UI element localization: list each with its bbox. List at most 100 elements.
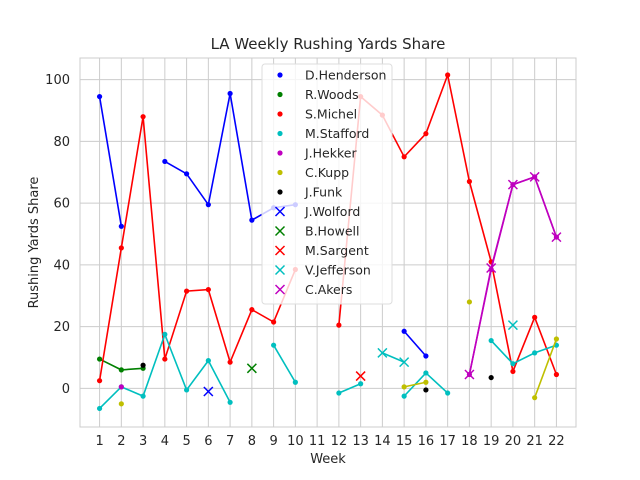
data-point-s-michel bbox=[140, 114, 146, 120]
data-point-m-stafford bbox=[140, 393, 146, 399]
x-tick-label: 15 bbox=[396, 434, 413, 449]
data-point-s-michel bbox=[162, 356, 168, 362]
legend-label-b-howell: B.Howell bbox=[305, 224, 359, 239]
data-point-c-akers bbox=[551, 232, 562, 243]
data-point-m-stafford bbox=[358, 381, 364, 387]
x-tick-label: 17 bbox=[439, 434, 456, 449]
data-point-m-stafford bbox=[183, 387, 190, 393]
x-tick-label: 2 bbox=[117, 434, 125, 449]
data-point-s-michel bbox=[510, 368, 516, 375]
x-tick-label: 5 bbox=[182, 434, 190, 449]
y-tick-label: 0 bbox=[62, 382, 70, 397]
data-point-m-stafford bbox=[488, 337, 494, 344]
legend-marker-j-wolford bbox=[274, 206, 286, 217]
data-point-j-funk bbox=[140, 362, 146, 368]
legend-marker-r-woods bbox=[277, 91, 283, 98]
y-tick-label: 40 bbox=[53, 258, 70, 273]
data-point-c-kupp bbox=[553, 336, 560, 342]
data-point-s-michel bbox=[205, 286, 211, 293]
data-point-v-jefferson bbox=[399, 357, 410, 368]
x-tick-label: 14 bbox=[374, 434, 391, 449]
x-axis-label: Week bbox=[310, 452, 346, 467]
series-line-v-jefferson bbox=[382, 352, 405, 363]
data-point-d-henderson bbox=[162, 158, 168, 165]
series-m-sargent bbox=[355, 371, 366, 382]
series-c-akers bbox=[464, 171, 562, 380]
data-point-v-jefferson bbox=[377, 347, 388, 358]
legend-marker-s-michel bbox=[277, 111, 283, 117]
data-point-s-michel bbox=[553, 371, 560, 378]
legend-marker-c-akers bbox=[274, 284, 286, 295]
data-point-m-stafford bbox=[162, 331, 168, 337]
legend-marker-j-funk bbox=[277, 189, 283, 195]
data-point-m-stafford bbox=[401, 393, 407, 399]
legend-item-s-michel: S.Michel bbox=[277, 107, 357, 122]
series-j-funk bbox=[140, 362, 494, 393]
legend-box bbox=[261, 63, 393, 305]
series-line-c-kupp bbox=[533, 338, 558, 398]
x-tick-label: 16 bbox=[418, 434, 435, 449]
chart-title: LA Weekly Rushing Yards Share bbox=[211, 35, 446, 53]
data-point-m-stafford bbox=[227, 399, 233, 405]
x-tick-label: 19 bbox=[483, 434, 500, 449]
series-d-henderson bbox=[96, 90, 429, 359]
data-point-m-stafford bbox=[336, 390, 342, 396]
data-point-m-stafford bbox=[205, 358, 211, 364]
data-point-c-kupp bbox=[118, 401, 124, 407]
data-point-d-henderson bbox=[96, 93, 103, 100]
data-point-d-henderson bbox=[423, 353, 429, 359]
data-point-s-michel bbox=[532, 314, 538, 320]
data-point-d-henderson bbox=[118, 223, 124, 229]
data-point-d-henderson bbox=[401, 328, 407, 334]
data-point-s-michel bbox=[423, 131, 429, 137]
legend-marker-b-howell bbox=[274, 225, 286, 237]
y-tick-labels: 0 20 40 60 80 100 bbox=[45, 73, 70, 397]
data-point-m-stafford bbox=[271, 342, 277, 348]
data-point-s-michel bbox=[183, 288, 190, 294]
x-tick-label: 20 bbox=[505, 434, 522, 449]
y-tick-label: 20 bbox=[53, 320, 70, 335]
series-line-d-henderson bbox=[403, 330, 427, 357]
legend-label-m-stafford: M.Stafford bbox=[305, 126, 369, 141]
x-tick-label: 6 bbox=[204, 434, 212, 449]
data-point-j-funk bbox=[488, 374, 494, 381]
data-point-c-kupp bbox=[466, 299, 473, 305]
y-tick-label: 80 bbox=[53, 135, 70, 150]
legend-item-r-woods: R.Woods bbox=[277, 87, 359, 102]
data-point-c-kupp bbox=[401, 384, 407, 390]
legend-label-r-woods: R.Woods bbox=[305, 87, 359, 102]
legend-label-j-wolford: J.Wolford bbox=[304, 204, 360, 219]
x-tick-label: 1 bbox=[95, 434, 103, 449]
y-axis-label: Rushing Yards Share bbox=[27, 177, 42, 309]
series-line-d-henderson bbox=[98, 96, 123, 227]
data-point-d-henderson bbox=[183, 171, 190, 177]
data-point-b-howell bbox=[246, 363, 257, 374]
data-point-c-kupp bbox=[423, 379, 429, 385]
data-point-d-henderson bbox=[227, 90, 233, 97]
data-point-s-michel bbox=[466, 178, 473, 185]
series-c-kupp bbox=[118, 299, 560, 407]
legend-label-j-funk: J.Funk bbox=[304, 185, 343, 200]
data-point-r-woods bbox=[96, 356, 103, 362]
legend-marker-m-stafford bbox=[277, 130, 283, 137]
data-point-r-woods bbox=[118, 367, 124, 373]
x-tick-label: 8 bbox=[248, 434, 256, 449]
legend-marker-v-jefferson bbox=[274, 264, 286, 276]
data-point-j-hekker bbox=[118, 384, 124, 390]
series-v-jefferson bbox=[377, 320, 518, 368]
data-point-s-michel bbox=[336, 322, 342, 328]
legend-item-c-akers: C.Akers bbox=[274, 282, 352, 297]
legend-item-j-hekker: J.Hekker bbox=[277, 146, 357, 161]
data-point-s-michel bbox=[227, 359, 233, 365]
series-line-m-stafford bbox=[490, 339, 557, 365]
legend-marker-j-hekker bbox=[277, 150, 283, 156]
series-j-wolford bbox=[203, 386, 214, 397]
x-tick-label: 21 bbox=[526, 434, 543, 449]
data-point-s-michel bbox=[118, 245, 124, 251]
legend-label-c-kupp: C.Kupp bbox=[305, 165, 349, 180]
x-tick-label: 3 bbox=[139, 434, 147, 449]
x-tick-label: 12 bbox=[331, 434, 348, 449]
data-point-j-wolford bbox=[203, 386, 214, 397]
data-point-m-sargent bbox=[355, 371, 366, 382]
